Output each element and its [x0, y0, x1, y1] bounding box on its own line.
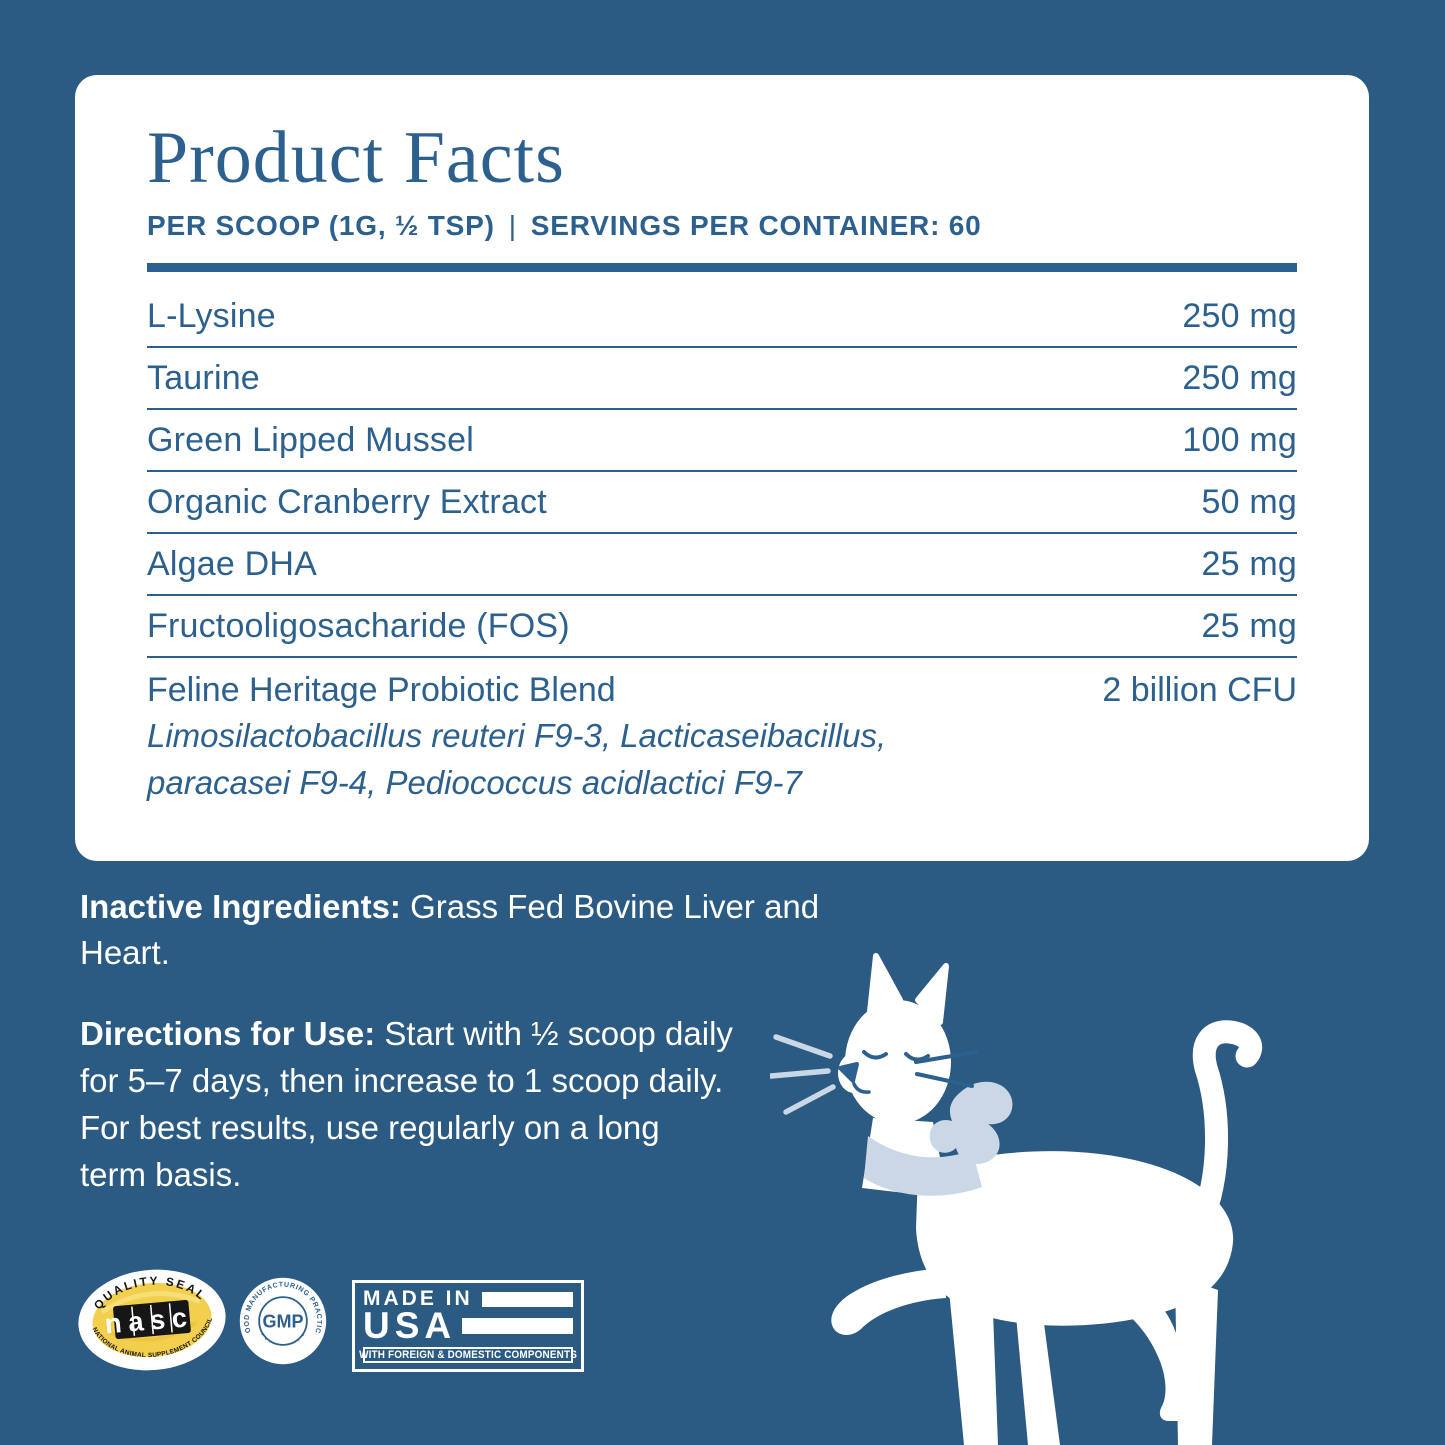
inactive-ingredients-text: Grass Fed Bovine Liver and Heart.	[80, 888, 820, 971]
probiotic-strains-line: Limosilactobacillus reuteri F9-3, Lactic…	[147, 717, 887, 754]
lower-text-block: Inactive Ingredients: Grass Fed Bovine L…	[80, 884, 820, 1198]
table-row: L-Lysine 250 mg	[147, 286, 1297, 348]
cat-icon	[768, 953, 1263, 1445]
nasc-quality-seal: QUALITY SEAL nasc NATIONAL ANIMAL SUPPLE…	[72, 1262, 232, 1379]
ingredient-name: Green Lipped Mussel	[147, 420, 474, 459]
per-scoop-text: PER SCOOP (1G, ½ TSP)	[147, 210, 495, 241]
ingredient-amount: 25 mg	[1201, 544, 1297, 583]
header-rule	[147, 263, 1297, 272]
ingredient-name: L-Lysine	[147, 296, 276, 335]
ingredient-amount: 250 mg	[1182, 358, 1297, 397]
inactive-ingredients-label: Inactive Ingredients:	[80, 888, 401, 925]
inactive-ingredients: Inactive Ingredients: Grass Fed Bovine L…	[80, 884, 820, 976]
directions-line: for 5–7 days, then increase to 1 scoop d…	[80, 1062, 724, 1099]
table-row: Organic Cranberry Extract 50 mg	[147, 472, 1297, 534]
table-row: Green Lipped Mussel 100 mg	[147, 410, 1297, 472]
directions-line: Directions for Use: Start with ½ scoop d…	[80, 1010, 820, 1057]
table-row: Fructooligosacharide (FOS) 25 mg	[147, 596, 1297, 658]
gmp-seal: GOOD MANUFACTURING PRACTICE • PRODUCT • …	[235, 1271, 328, 1366]
cat-illustration	[768, 940, 1445, 1445]
serving-line: PER SCOOP (1G, ½ TSP) | SERVINGS PER CON…	[147, 209, 1297, 243]
gmp-seal-icon: GOOD MANUFACTURING PRACTICE • PRODUCT • …	[235, 1271, 327, 1365]
table-row: Taurine 250 mg	[147, 348, 1297, 410]
ingredient-amount: 100 mg	[1182, 420, 1297, 459]
ingredient-amount: 25 mg	[1201, 606, 1297, 645]
directions-label: Directions for Use:	[80, 1015, 376, 1052]
usa-row-usa: USA	[363, 1305, 573, 1346]
usa-banner-text: WITH FOREIGN & DOMESTIC COMPONENTS	[359, 1349, 577, 1361]
flag-stripe	[481, 1291, 573, 1307]
ingredient-name: Algae DHA	[147, 544, 317, 583]
ingredient-name: Taurine	[147, 358, 260, 397]
directions-for-use: Directions for Use: Start with ½ scoop d…	[80, 1010, 820, 1198]
directions-line: For best results, use regularly on a lon…	[80, 1109, 660, 1146]
ingredient-table: L-Lysine 250 mg Taurine 250 mg Green Lip…	[147, 286, 1297, 806]
usa-row-madein: MADE IN	[363, 1288, 573, 1310]
probiotic-row: Feline Heritage Probiotic Blend 2 billio…	[147, 658, 1297, 806]
gmp-center: GMP	[262, 1311, 303, 1331]
nasc-letters: nasc	[104, 1301, 195, 1340]
usa-banner: WITH FOREIGN & DOMESTIC COMPONENTS	[359, 1347, 577, 1363]
serving-separator: |	[508, 210, 517, 241]
nasc-seal-icon: QUALITY SEAL nasc NATIONAL ANIMAL SUPPLE…	[78, 1269, 226, 1371]
servings-per-container-text: SERVINGS PER CONTAINER: 60	[530, 210, 982, 241]
directions-text: Start with ½ scoop daily	[375, 1015, 733, 1052]
ingredient-name: Feline Heritage Probiotic Blend	[147, 671, 616, 709]
ingredient-amount: 2 billion CFU	[1102, 671, 1297, 709]
ingredient-name: Fructooligosacharide (FOS)	[147, 606, 570, 645]
page-title: Product Facts	[147, 117, 565, 199]
flag-stripe	[462, 1318, 573, 1334]
usa-text: USA	[363, 1305, 457, 1346]
product-facts-card: Product Facts PER SCOOP (1G, ½ TSP) | SE…	[75, 75, 1369, 861]
probiotic-head: Feline Heritage Probiotic Blend 2 billio…	[147, 668, 1297, 712]
directions-line: term basis.	[80, 1156, 242, 1193]
ingredient-name: Organic Cranberry Extract	[147, 482, 547, 521]
ingredient-amount: 250 mg	[1182, 296, 1297, 335]
made-in-text: MADE IN	[363, 1287, 473, 1310]
made-in-usa-badge: MADE IN USA WITH FOREIGN & DOMESTIC COMP…	[352, 1280, 584, 1372]
table-row: Algae DHA 25 mg	[147, 534, 1297, 596]
probiotic-strains-line: paracasei F9-4, Pediococcus acidlactici …	[147, 764, 802, 801]
ingredient-amount: 50 mg	[1201, 482, 1297, 521]
probiotic-strains: Limosilactobacillus reuteri F9-3, Lactic…	[147, 712, 1147, 806]
